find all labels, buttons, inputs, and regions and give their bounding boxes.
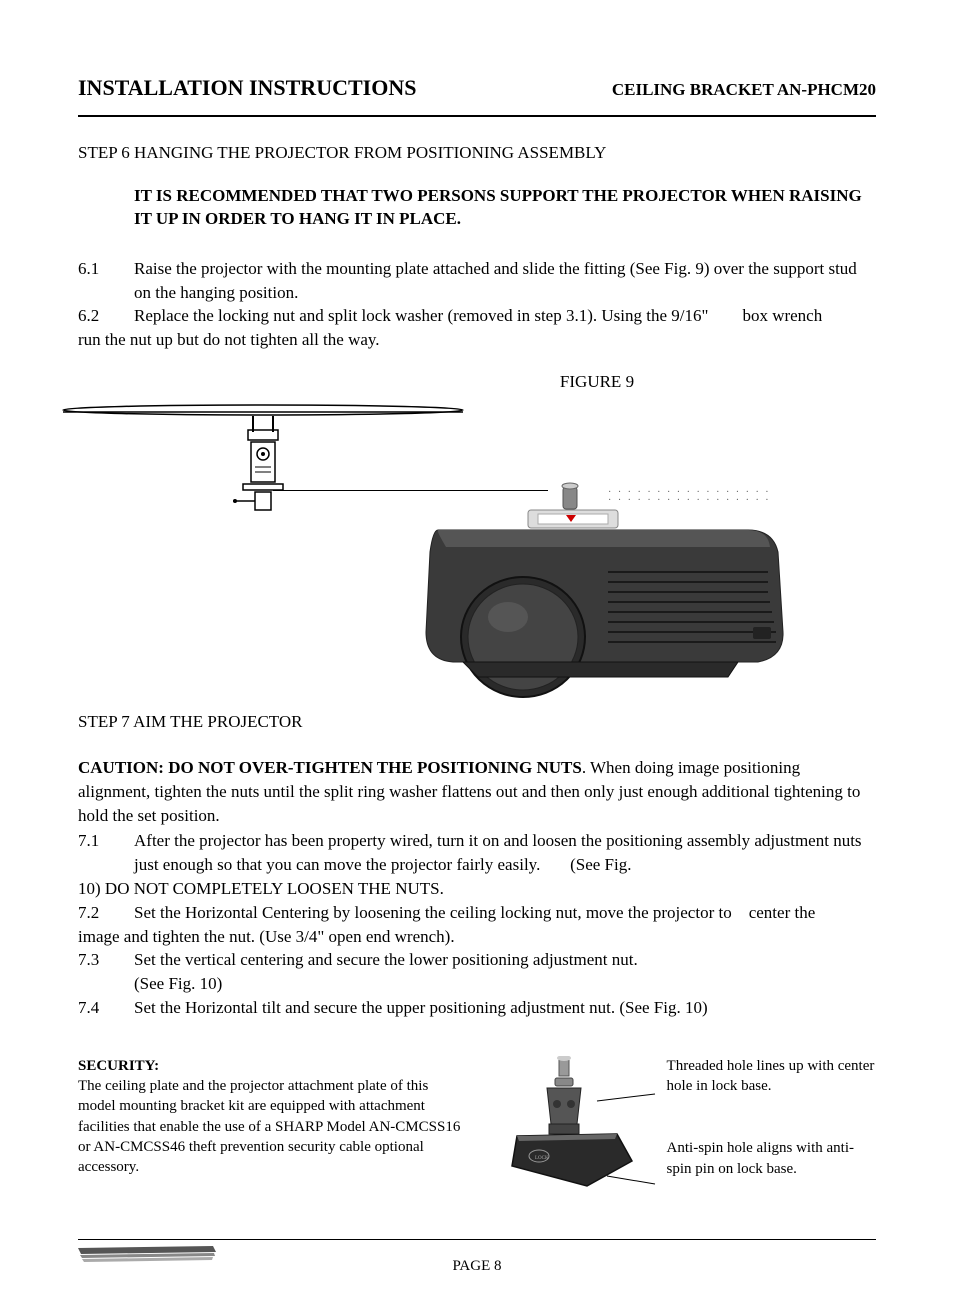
step-7-1-tail: (See Fig. (570, 855, 631, 874)
step-text: After the projector has been property wi… (134, 829, 876, 877)
step7-title: STEP 7 AIM THE PROJECTOR (78, 712, 876, 732)
step-7-2-tail: center the (749, 903, 816, 922)
step-7-1: 7.1 After the projector has been propert… (78, 829, 876, 877)
step-7-2: 7.2 Set the Horizontal Centering by loos… (78, 901, 876, 925)
header-title-right: CEILING BRACKET AN-PHCM20 (612, 80, 876, 100)
step-7-1-continuation: 10) DO NOT COMPLETELY LOOSEN THE NUTS. (78, 877, 876, 901)
step7-section: STEP 7 AIM THE PROJECTOR CAUTION: DO NOT… (78, 712, 876, 1020)
step-number: 6.2 (78, 304, 134, 328)
step-number: 6.1 (78, 257, 134, 305)
callout-threaded-hole: Threaded hole lines up with center hole … (667, 1056, 876, 1097)
step-6-1: 6.1 Raise the projector with the mountin… (78, 257, 876, 305)
step-number: 7.4 (78, 996, 134, 1020)
page-header: INSTALLATION INSTRUCTIONS CEILING BRACKE… (78, 75, 876, 117)
step-number: 7.2 (78, 901, 134, 925)
caution-bold: CAUTION: DO NOT OVER-TIGHTEN THE POSITIO… (78, 758, 582, 777)
security-body: The ceiling plate and the projector atta… (78, 1076, 467, 1177)
ceiling-mount-icon (58, 402, 468, 527)
step-7-4: 7.4 Set the Horizontal tilt and secure t… (78, 996, 876, 1020)
step-text: Set the Horizontal Centering by loosenin… (134, 901, 876, 925)
figure9-label: FIGURE 9 (318, 372, 876, 392)
security-block: SECURITY: The ceiling plate and the proj… (78, 1056, 467, 1221)
step-text: Raise the projector with the mounting pl… (134, 257, 876, 305)
projector-icon (408, 482, 788, 707)
step-7-3: 7.3 Set the vertical centering and secur… (78, 948, 876, 972)
step-text: Replace the locking nut and split lock w… (134, 304, 876, 328)
bottom-section: SECURITY: The ceiling plate and the proj… (78, 1056, 876, 1221)
step-text: Set the Horizontal tilt and secure the u… (134, 996, 876, 1020)
step-number: 7.3 (78, 948, 134, 972)
step-number: 7.1 (78, 829, 134, 877)
figure9-container: · · · · · · · · · · · · · · · · · · · · … (78, 392, 876, 702)
lock-diagram-icon: LOCK (467, 1056, 667, 1221)
step6-recommendation: IT IS RECOMMENDED THAT TWO PERSONS SUPPO… (134, 185, 876, 231)
step-6-2-continuation: run the nut up but do not tighten all th… (78, 328, 876, 352)
step-7-1-main: After the projector has been property wi… (134, 831, 862, 874)
caution-paragraph: CAUTION: DO NOT OVER-TIGHTEN THE POSITIO… (78, 756, 876, 827)
step-7-2-continuation: image and tighten the nut. (Use 3/4" ope… (78, 925, 876, 949)
step-7-3-line2: (See Fig. 10) (134, 972, 876, 996)
step-6-2-main: Replace the locking nut and split lock w… (134, 306, 708, 325)
step-6-2-tail: box wrench (742, 306, 822, 325)
svg-text:LOCK: LOCK (535, 1156, 549, 1161)
footer-mark-icon (78, 1246, 218, 1271)
step-7-2-main: Set the Horizontal Centering by loosenin… (134, 903, 732, 922)
footer: PAGE 8 (78, 1239, 876, 1275)
header-title-left: INSTALLATION INSTRUCTIONS (78, 75, 416, 101)
callout-anti-spin: Anti-spin hole aligns with anti-spin pin… (667, 1138, 876, 1179)
step-6-2: 6.2 Replace the locking nut and split lo… (78, 304, 876, 328)
security-title: SECURITY: (78, 1056, 467, 1076)
step-text: Set the vertical centering and secure th… (134, 948, 876, 972)
callouts: Threaded hole lines up with center hole … (667, 1056, 876, 1221)
step6-title: STEP 6 HANGING THE PROJECTOR FROM POSITI… (78, 143, 876, 163)
